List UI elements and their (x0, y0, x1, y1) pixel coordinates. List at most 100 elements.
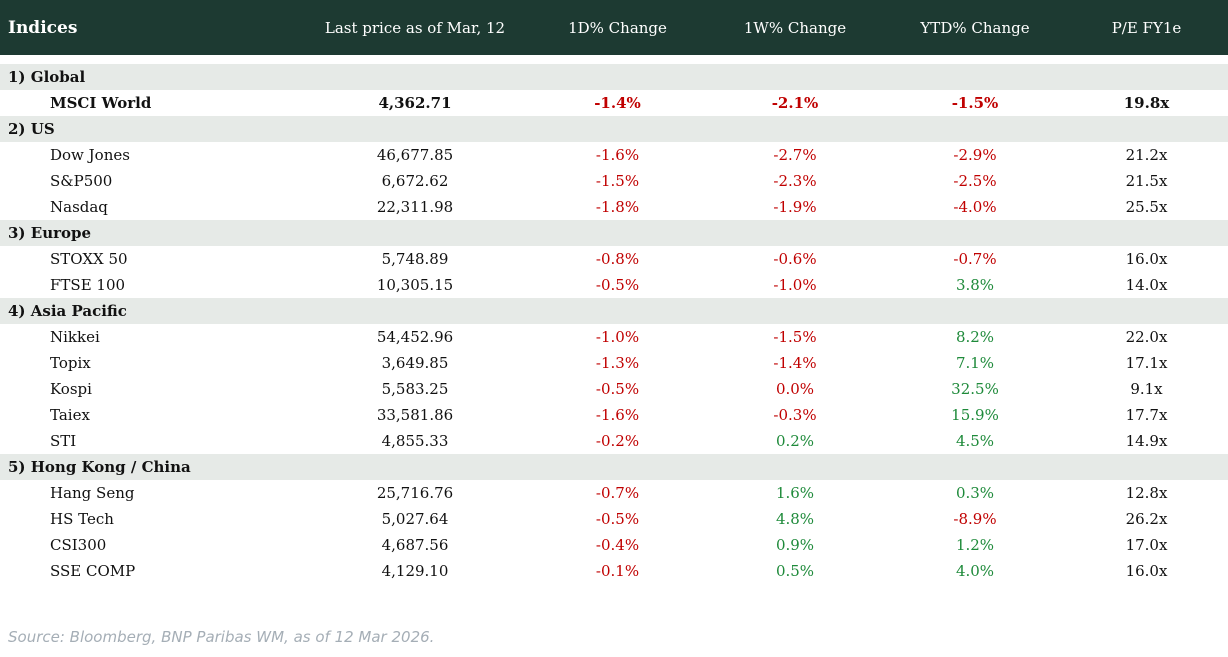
change-ytd-cell: -2.9% (885, 142, 1065, 168)
last-price-cell: 33,581.86 (300, 402, 530, 428)
last-price-cell: 4,687.56 (300, 532, 530, 558)
pe-ratio-cell: 21.5x (1065, 168, 1228, 194)
index-name-cell: Kospi (0, 376, 300, 402)
column-header-1w-change: 1W% Change (705, 0, 885, 55)
last-price-cell: 4,362.71 (300, 90, 530, 116)
header-spacer (0, 55, 1228, 64)
pe-ratio-cell: 16.0x (1065, 558, 1228, 584)
change-1w-cell: -2.3% (705, 168, 885, 194)
change-ytd-cell: 0.3% (885, 480, 1065, 506)
pe-ratio-cell: 9.1x (1065, 376, 1228, 402)
index-name-cell: STOXX 50 (0, 246, 300, 272)
change-1d-cell: -1.3% (530, 350, 705, 376)
pe-ratio-cell: 26.2x (1065, 506, 1228, 532)
last-price-cell: 5,583.25 (300, 376, 530, 402)
pe-ratio-cell: 17.7x (1065, 402, 1228, 428)
index-row: HS Tech 5,027.64 -0.5% 4.8% -8.9% 26.2x (0, 506, 1228, 532)
index-name-cell: FTSE 100 (0, 272, 300, 298)
last-price-cell: 4,129.10 (300, 558, 530, 584)
change-ytd-cell: 7.1% (885, 350, 1065, 376)
change-1w-cell: 0.9% (705, 532, 885, 558)
change-1w-cell: -2.1% (705, 90, 885, 116)
change-1d-cell: -0.5% (530, 506, 705, 532)
change-1d-cell: -1.6% (530, 402, 705, 428)
section-row: 3) Europe (0, 220, 1228, 246)
index-name-cell: MSCI World (0, 90, 300, 116)
change-1w-cell: 0.5% (705, 558, 885, 584)
index-name-cell: Dow Jones (0, 142, 300, 168)
last-price-cell: 4,855.33 (300, 428, 530, 454)
source-note: Source: Bloomberg, BNP Paribas WM, as of… (8, 628, 435, 646)
change-ytd-cell: 32.5% (885, 376, 1065, 402)
change-1w-cell: -1.9% (705, 194, 885, 220)
change-1d-cell: -0.8% (530, 246, 705, 272)
index-row: Dow Jones 46,677.85 -1.6% -2.7% -2.9% 21.2x (0, 142, 1228, 168)
section-row: 1) Global (0, 64, 1228, 90)
index-name-cell: HS Tech (0, 506, 300, 532)
change-1d-cell: -0.4% (530, 532, 705, 558)
column-header-indices: Indices (0, 0, 300, 55)
change-1d-cell: -0.1% (530, 558, 705, 584)
change-ytd-cell: 4.5% (885, 428, 1065, 454)
change-1w-cell: -0.3% (705, 402, 885, 428)
index-row: Nikkei 54,452.96 -1.0% -1.5% 8.2% 22.0x (0, 324, 1228, 350)
change-1w-cell: -1.5% (705, 324, 885, 350)
change-1w-cell: 4.8% (705, 506, 885, 532)
index-name-cell: SSE COMP (0, 558, 300, 584)
index-name-cell: Taiex (0, 402, 300, 428)
index-name-cell: CSI300 (0, 532, 300, 558)
change-ytd-cell: 1.2% (885, 532, 1065, 558)
column-header-ytd-change: YTD% Change (885, 0, 1065, 55)
last-price-cell: 5,027.64 (300, 506, 530, 532)
change-1d-cell: -0.5% (530, 272, 705, 298)
table-header-row: Indices Last price as of Mar, 12 1D% Cha… (0, 0, 1228, 55)
change-ytd-cell: -0.7% (885, 246, 1065, 272)
pe-ratio-cell: 17.0x (1065, 532, 1228, 558)
index-row: Kospi 5,583.25 -0.5% 0.0% 32.5% 9.1x (0, 376, 1228, 402)
pe-ratio-cell: 25.5x (1065, 194, 1228, 220)
section-label: 5) Hong Kong / China (0, 454, 1228, 480)
section-label: 1) Global (0, 64, 1228, 90)
change-1w-cell: -1.4% (705, 350, 885, 376)
last-price-cell: 3,649.85 (300, 350, 530, 376)
last-price-cell: 6,672.62 (300, 168, 530, 194)
change-1w-cell: -2.7% (705, 142, 885, 168)
change-1d-cell: -1.6% (530, 142, 705, 168)
pe-ratio-cell: 14.9x (1065, 428, 1228, 454)
change-ytd-cell: -4.0% (885, 194, 1065, 220)
change-1w-cell: 0.0% (705, 376, 885, 402)
section-row: 2) US (0, 116, 1228, 142)
pe-ratio-cell: 17.1x (1065, 350, 1228, 376)
index-name-cell: STI (0, 428, 300, 454)
change-1d-cell: -1.0% (530, 324, 705, 350)
index-name-cell: Hang Seng (0, 480, 300, 506)
change-1d-cell: -1.8% (530, 194, 705, 220)
section-row: 5) Hong Kong / China (0, 454, 1228, 480)
change-1w-cell: 1.6% (705, 480, 885, 506)
last-price-cell: 25,716.76 (300, 480, 530, 506)
last-price-cell: 22,311.98 (300, 194, 530, 220)
section-row: 4) Asia Pacific (0, 298, 1228, 324)
index-row: SSE COMP 4,129.10 -0.1% 0.5% 4.0% 16.0x (0, 558, 1228, 584)
change-ytd-cell: 15.9% (885, 402, 1065, 428)
index-row: Hang Seng 25,716.76 -0.7% 1.6% 0.3% 12.8x (0, 480, 1228, 506)
index-name-cell: Topix (0, 350, 300, 376)
index-row: MSCI World 4,362.71 -1.4% -2.1% -1.5% 19.8x (0, 90, 1228, 116)
change-1w-cell: -0.6% (705, 246, 885, 272)
index-row: S&P500 6,672.62 -1.5% -2.3% -2.5% 21.5x (0, 168, 1228, 194)
last-price-cell: 10,305.15 (300, 272, 530, 298)
change-ytd-cell: -1.5% (885, 90, 1065, 116)
change-1d-cell: -0.7% (530, 480, 705, 506)
index-row: STI 4,855.33 -0.2% 0.2% 4.5% 14.9x (0, 428, 1228, 454)
table-header: Indices Last price as of Mar, 12 1D% Cha… (0, 0, 1228, 55)
last-price-cell: 5,748.89 (300, 246, 530, 272)
change-1d-cell: -0.2% (530, 428, 705, 454)
index-row: Topix 3,649.85 -1.3% -1.4% 7.1% 17.1x (0, 350, 1228, 376)
index-row: STOXX 50 5,748.89 -0.8% -0.6% -0.7% 16.0x (0, 246, 1228, 272)
index-row: Taiex 33,581.86 -1.6% -0.3% 15.9% 17.7x (0, 402, 1228, 428)
column-header-1d-change: 1D% Change (530, 0, 705, 55)
change-ytd-cell: 8.2% (885, 324, 1065, 350)
pe-ratio-cell: 22.0x (1065, 324, 1228, 350)
index-name-cell: Nasdaq (0, 194, 300, 220)
